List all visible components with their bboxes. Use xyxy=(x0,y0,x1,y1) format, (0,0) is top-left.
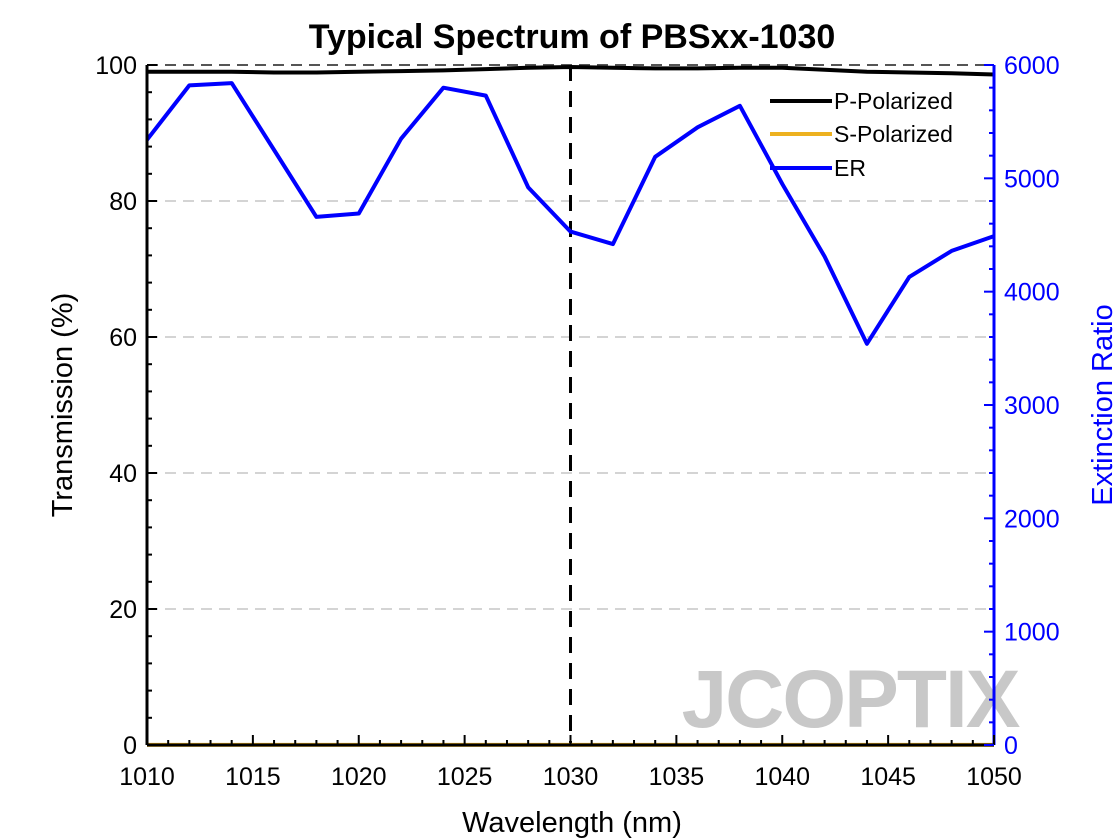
y-left-tick-label-40: 40 xyxy=(109,460,137,488)
y-right-tick-label-0: 0 xyxy=(1004,732,1018,760)
x-tick-label-1010: 1010 xyxy=(119,763,175,791)
y-left-tick-label-60: 60 xyxy=(109,324,137,352)
x-tick-label-1050: 1050 xyxy=(966,763,1022,791)
legend-label-s-polarized: S-Polarized xyxy=(834,121,953,147)
watermark-logo: JCOPTIX xyxy=(682,654,1020,745)
legend: P-Polarized S-Polarized ER xyxy=(770,88,953,181)
y-right-tick-label-4000: 4000 xyxy=(1004,279,1060,307)
y-right-tick-label-2000: 2000 xyxy=(1004,505,1060,533)
y-left-tick-label-20: 20 xyxy=(109,596,137,624)
y-right-tick-label-5000: 5000 xyxy=(1004,165,1060,193)
legend-label-p-polarized: P-Polarized xyxy=(834,88,953,114)
chart-title: Typical Spectrum of PBSxx-1030 xyxy=(309,18,836,56)
y-right-tick-label-1000: 1000 xyxy=(1004,619,1060,647)
x-tick-label-1015: 1015 xyxy=(225,763,281,791)
x-tick-label-1030: 1030 xyxy=(543,763,599,791)
legend-label-er: ER xyxy=(834,155,866,181)
y-right-tick-label-6000: 6000 xyxy=(1004,52,1060,80)
series-line-er xyxy=(145,81,995,346)
x-tick-label-1020: 1020 xyxy=(331,763,387,791)
y-axis-right-label: Extinction Ratio xyxy=(1087,304,1119,506)
y-left-tick-label-80: 80 xyxy=(109,188,137,216)
tick-marks xyxy=(146,64,995,746)
x-tick-label-1025: 1025 xyxy=(437,763,493,791)
y-left-tick-label-0: 0 xyxy=(123,732,137,760)
x-axis-label: Wavelength (nm) xyxy=(462,807,682,839)
y-axis-left-label: Transmission (%) xyxy=(47,293,79,518)
series-line-p-polarized xyxy=(147,65,995,77)
x-tick-label-1045: 1045 xyxy=(860,763,916,791)
y-left-tick-label-100: 100 xyxy=(95,52,137,80)
y-right-tick-label-3000: 3000 xyxy=(1004,392,1060,420)
x-tick-label-1035: 1035 xyxy=(649,763,705,791)
x-tick-label-1040: 1040 xyxy=(754,763,810,791)
tick-labels: 1010 1015 1020 1025 1030 1035 1040 1045 1050 0 20 4… xyxy=(95,52,1059,791)
